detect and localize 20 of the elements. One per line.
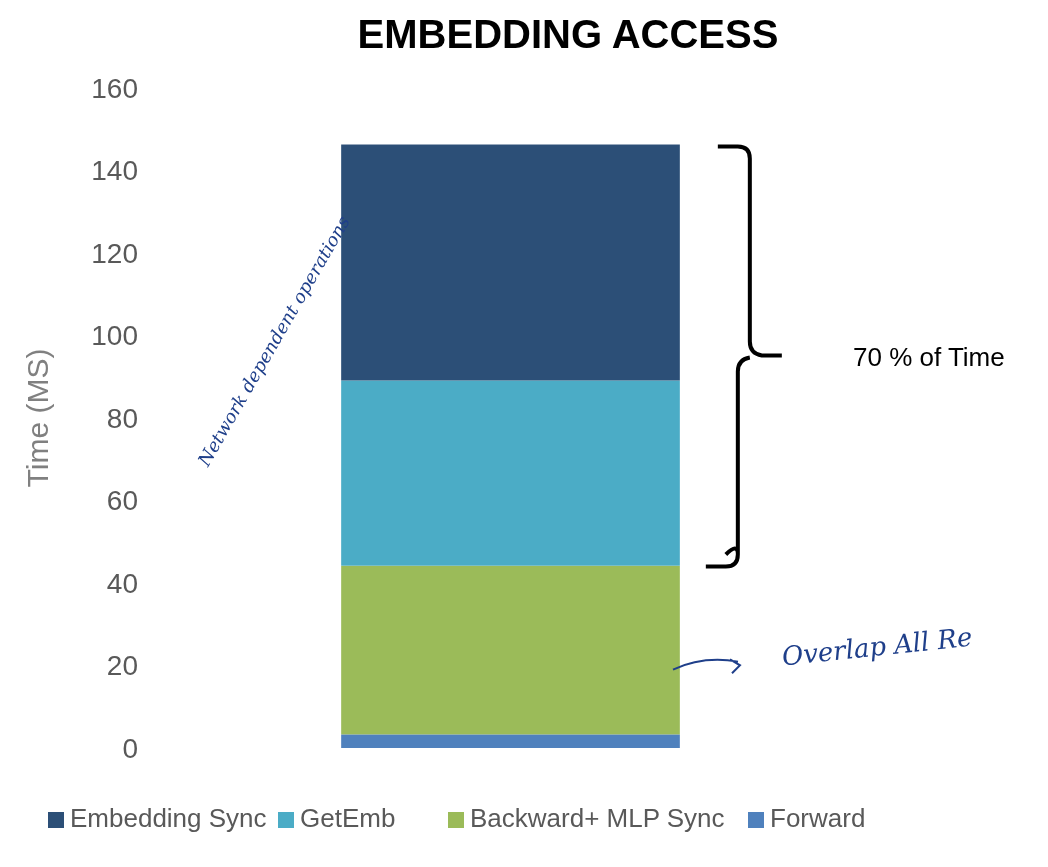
chart-title: EMBEDDING ACCESS bbox=[357, 12, 779, 56]
bar bbox=[341, 380, 680, 566]
y-axis-title: Time (MS) bbox=[21, 348, 54, 488]
y-tick-label: 0 bbox=[122, 732, 138, 764]
y-tick-label: 140 bbox=[91, 155, 138, 187]
y-tick-label: 20 bbox=[106, 650, 138, 682]
legend-label: Embedding Sync bbox=[70, 803, 267, 833]
bar bbox=[341, 565, 680, 735]
text: Overlap All Re bbox=[780, 621, 974, 672]
text: 70 % of Time bbox=[853, 341, 1005, 372]
y-tick-label: 60 bbox=[106, 485, 138, 517]
legend-label: GetEmb bbox=[300, 803, 396, 833]
bar bbox=[341, 734, 680, 748]
y-tick-label: 160 bbox=[91, 72, 138, 104]
y-tick-label: 100 bbox=[91, 320, 138, 352]
legend-label: Forward bbox=[770, 803, 866, 833]
y-tick-label: 80 bbox=[106, 402, 138, 434]
y-tick-label: 40 bbox=[106, 567, 138, 599]
y-tick-label: 120 bbox=[91, 237, 138, 269]
legend-label: Backward+ MLP Sync bbox=[470, 803, 725, 833]
